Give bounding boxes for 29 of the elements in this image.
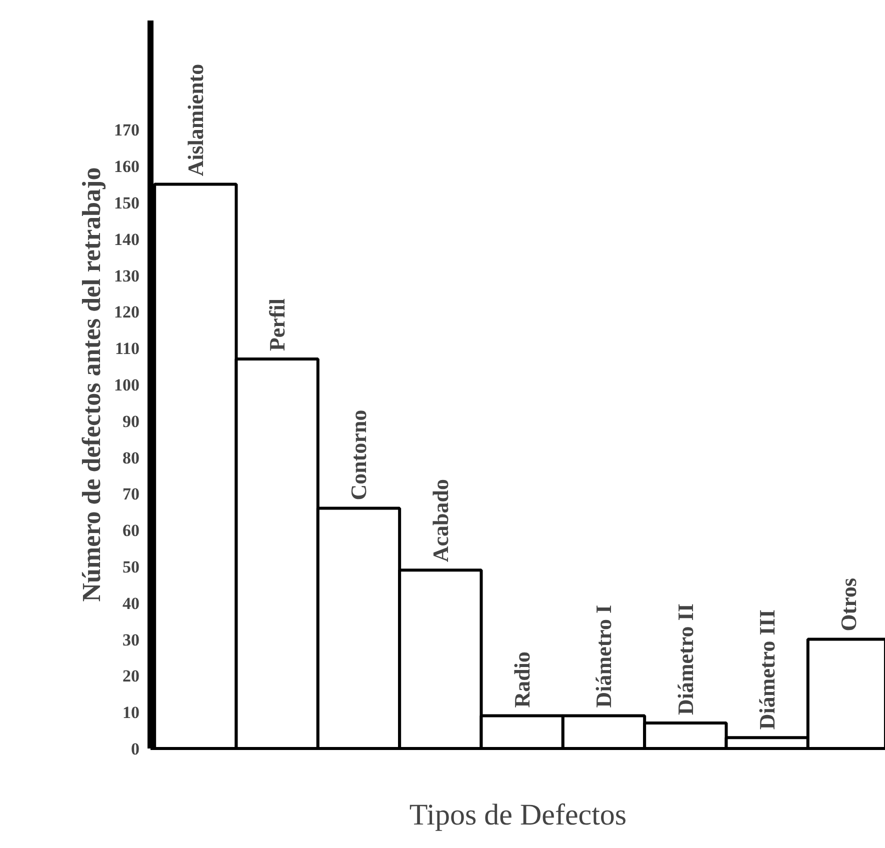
x-tick-label: Perfil [264,298,290,352]
y-tick-label: 70 [122,484,140,504]
y-tick-label: 10 [122,703,140,722]
x-tick-label: Aislamiento [182,64,208,176]
y-tick-label: 40 [122,594,140,613]
y-tick-label: 0 [131,740,140,758]
y-tick-label: 120 [114,302,140,322]
y-tick-label: 90 [122,412,140,431]
y-tick-label: 130 [114,266,140,286]
x-tick-label: Diámetro I [591,604,616,708]
y-tick-label: 30 [122,630,140,650]
x-tick-label: Acabado [428,479,453,562]
y-tick-label: 80 [122,448,140,468]
y-axis-title: Número de defectos antes del retrabajo [77,167,106,602]
y-tick-label: 160 [114,157,140,176]
x-tick-label: Radio [510,651,535,708]
x-tick-label: Diámetro II [672,604,698,716]
y-tick-label: 50 [122,558,140,576]
x-axis-title: Tipos de Defectos [409,798,627,832]
y-tick-label: 20 [122,666,140,686]
y-tick-label: 110 [114,339,140,358]
y-tick-label: 60 [122,521,140,540]
x-tick-label: Contorno [346,410,372,500]
y-tick-label: 170 [114,120,140,140]
y-tick-label: 150 [114,194,140,212]
x-tick-label: Otros [836,577,862,632]
y-tick-label: 140 [114,230,140,249]
x-tick-label: Diámetro III [754,610,780,730]
y-tick-label: 100 [114,376,140,394]
